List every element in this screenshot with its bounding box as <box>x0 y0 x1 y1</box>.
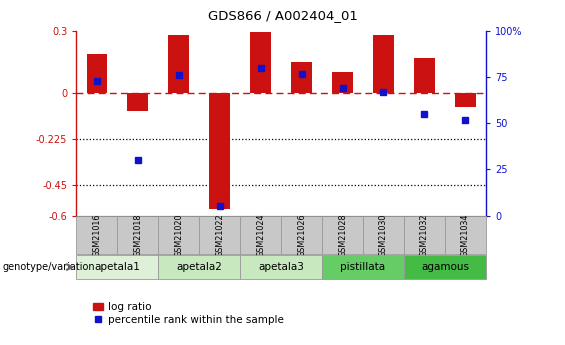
Text: GSM21024: GSM21024 <box>256 213 265 257</box>
Bar <box>86 53 107 92</box>
Text: GSM21034: GSM21034 <box>461 213 470 257</box>
Bar <box>414 58 434 92</box>
Bar <box>363 216 404 254</box>
Text: GSM21016: GSM21016 <box>92 213 101 257</box>
Text: apetala1: apetala1 <box>94 262 140 272</box>
Bar <box>322 216 363 254</box>
Bar <box>250 32 271 92</box>
Text: GSM21020: GSM21020 <box>174 213 183 257</box>
Text: apetala3: apetala3 <box>258 262 304 272</box>
Text: GSM21028: GSM21028 <box>338 213 347 257</box>
Bar <box>158 255 240 279</box>
Bar <box>332 72 353 92</box>
Bar <box>404 255 486 279</box>
Bar <box>281 216 322 254</box>
Bar <box>240 216 281 254</box>
Bar <box>292 62 312 92</box>
Bar <box>240 255 322 279</box>
Text: GSM21032: GSM21032 <box>420 213 429 257</box>
Text: GSM21030: GSM21030 <box>379 213 388 257</box>
Bar <box>455 92 476 107</box>
Bar <box>445 216 486 254</box>
Text: GSM21026: GSM21026 <box>297 213 306 257</box>
Bar <box>322 255 404 279</box>
Bar <box>118 216 158 254</box>
Bar <box>373 35 394 92</box>
Bar <box>168 35 189 92</box>
Bar <box>128 92 148 111</box>
Text: GSM21022: GSM21022 <box>215 213 224 257</box>
Bar <box>404 216 445 254</box>
Bar <box>76 255 158 279</box>
Text: apetala2: apetala2 <box>176 262 222 272</box>
Bar <box>158 216 199 254</box>
Bar <box>76 216 118 254</box>
Text: GSM21018: GSM21018 <box>133 213 142 257</box>
Text: pistillata: pistillata <box>341 262 385 272</box>
Bar <box>199 216 240 254</box>
Text: genotype/variation: genotype/variation <box>3 262 95 272</box>
Text: GDS866 / A002404_01: GDS866 / A002404_01 <box>207 9 358 22</box>
Legend: log ratio, percentile rank within the sample: log ratio, percentile rank within the sa… <box>93 302 284 325</box>
Text: agamous: agamous <box>421 262 469 272</box>
Bar <box>210 92 230 209</box>
